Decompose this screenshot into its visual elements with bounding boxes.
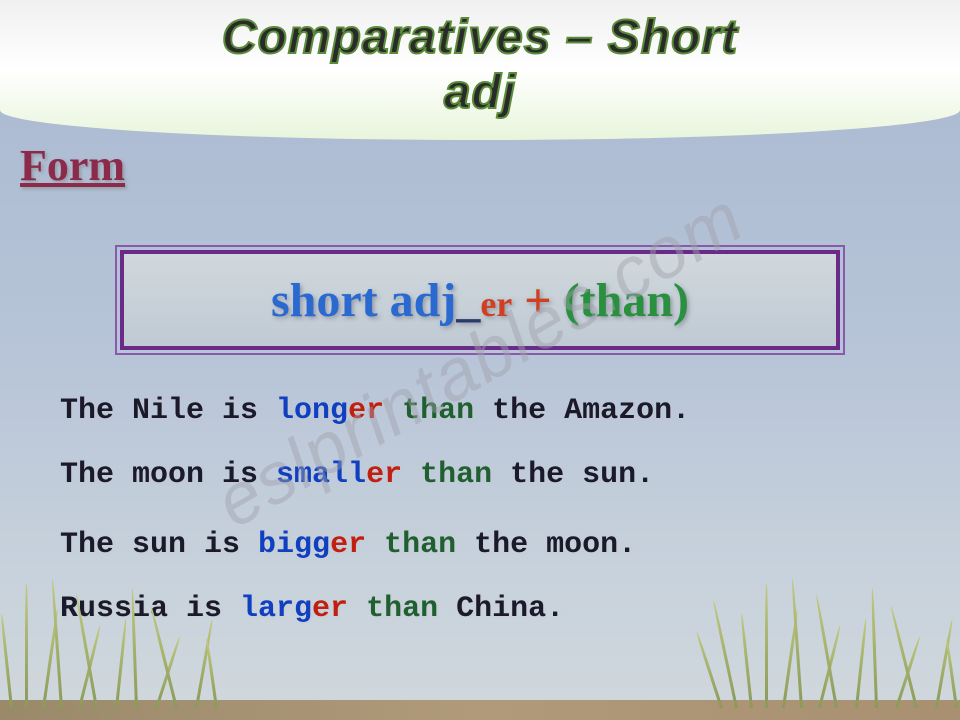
- example-pre: Russia is: [60, 592, 240, 626]
- examples-block: The Nile is longer than the Amazon.The m…: [60, 390, 900, 652]
- example-suffix: er: [366, 458, 402, 492]
- formula-than: (than): [564, 274, 689, 327]
- title-line-2: adj: [0, 65, 960, 120]
- example-pre: The Nile is: [60, 394, 276, 428]
- example-line: The moon is smaller than the sun.: [60, 454, 900, 496]
- example-post: the moon.: [474, 528, 636, 562]
- example-stem: small: [276, 458, 366, 492]
- example-post: the sun.: [510, 458, 654, 492]
- ground-strip: [0, 700, 960, 720]
- formula-text: short adj_er + (than): [271, 273, 689, 328]
- grass-blade: [25, 583, 28, 708]
- example-pre: The sun is: [60, 528, 258, 562]
- formula-short-adj: short adj: [271, 274, 456, 327]
- example-than: than: [402, 458, 510, 492]
- example-stem: bigg: [258, 528, 330, 562]
- grass-blade: [42, 609, 59, 708]
- formula-dash: _: [456, 274, 480, 327]
- example-suffix: er: [348, 394, 384, 428]
- example-line: Russia is larger than China.: [60, 588, 900, 630]
- example-than: than: [384, 394, 492, 428]
- example-post: the Amazon.: [492, 394, 690, 428]
- example-stem: long: [276, 394, 348, 428]
- formula-er: er: [480, 284, 512, 324]
- title-line-1: Comparatives – Short: [0, 10, 960, 65]
- example-post: China.: [456, 592, 564, 626]
- example-line: The sun is bigger than the moon.: [60, 524, 900, 566]
- grass-blade: [945, 638, 958, 708]
- example-suffix: er: [312, 592, 348, 626]
- grass-blade: [0, 613, 13, 708]
- grass-blade: [935, 619, 954, 708]
- example-than: than: [366, 528, 474, 562]
- form-heading: Form: [20, 140, 125, 191]
- formula-box: short adj_er + (than): [120, 250, 840, 350]
- title-banner: Comparatives – Short adj: [0, 0, 960, 140]
- example-than: than: [348, 592, 456, 626]
- example-suffix: er: [330, 528, 366, 562]
- example-stem: larg: [240, 592, 312, 626]
- example-pre: The moon is: [60, 458, 276, 492]
- example-line: The Nile is longer than the Amazon.: [60, 390, 900, 432]
- formula-plus: +: [512, 274, 563, 327]
